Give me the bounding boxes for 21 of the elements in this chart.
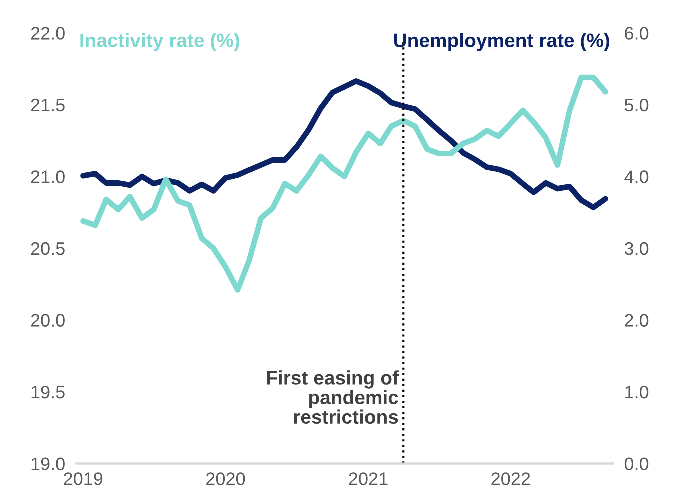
y2-tick-label: 3.0 — [624, 242, 649, 256]
y-tick-label: 21.0 — [31, 170, 65, 184]
x-tick-label: 2019 — [64, 472, 103, 486]
x-tick-label: 2021 — [349, 472, 388, 486]
y-tick-label: 20.5 — [31, 242, 65, 256]
y-tick-label: 19.0 — [32, 458, 65, 470]
text: Unemployment rate (%) — [394, 33, 610, 52]
y-tick-label: 20.0 — [31, 314, 65, 327]
y2-tick-label: 0.0 — [624, 458, 649, 470]
y-tick-label: 21.5 — [31, 98, 65, 112]
y-tick-label: 22.0 — [31, 27, 65, 40]
y2-tick-label: 4.0 — [624, 170, 649, 184]
y2-tick-label: 6.0 — [625, 27, 649, 40]
x-tick-label: 2020 — [206, 472, 246, 486]
y2-tick-label: 5.0 — [624, 98, 649, 112]
y2-tick-label: 1.0 — [626, 386, 649, 399]
text: Inactivity rate (%) — [80, 33, 240, 52]
x-tick-label: 2022 — [492, 472, 530, 486]
ref-line-label: First easing of pandemic restrictions — [267, 370, 399, 424]
y2-tick-label: 2.0 — [625, 314, 649, 327]
y-tick-label: 19.5 — [32, 386, 65, 399]
